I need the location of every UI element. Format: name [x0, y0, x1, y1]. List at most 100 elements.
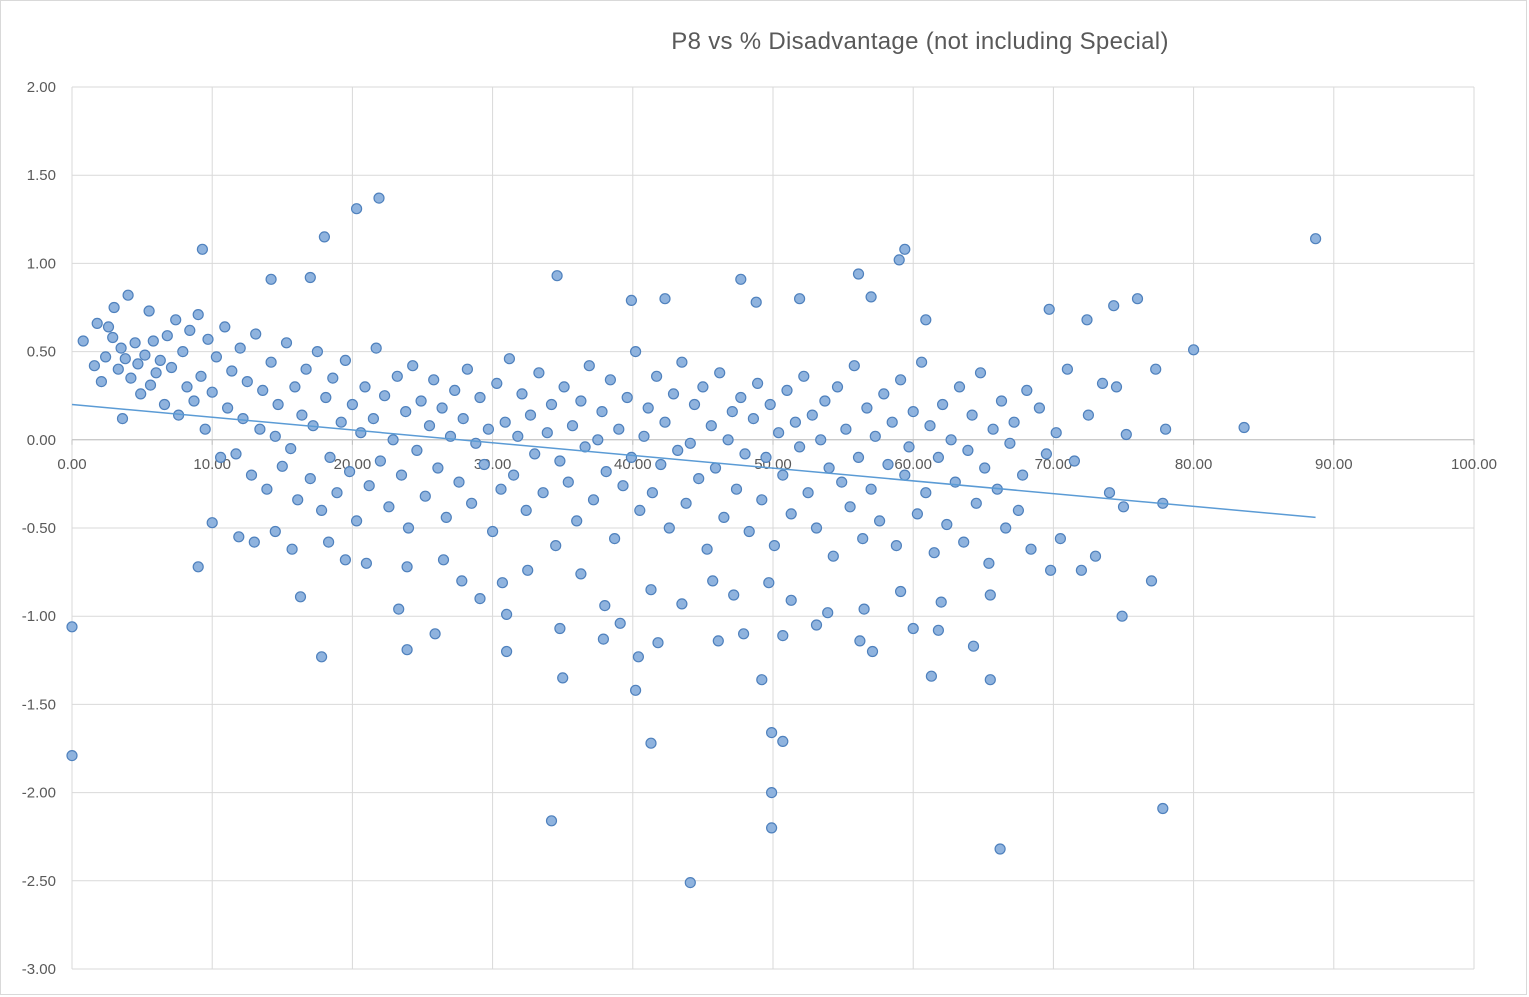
y-tick-label: -1.00 — [22, 608, 56, 625]
data-point — [886, 416, 898, 428]
data-point — [966, 409, 978, 421]
y-tick-label: -2.50 — [22, 873, 56, 890]
data-point — [785, 594, 797, 606]
data-point — [360, 557, 372, 569]
gridlines — [71, 86, 1475, 970]
data-point — [819, 395, 831, 407]
data-point — [219, 321, 231, 333]
data-point — [1309, 233, 1322, 245]
data-point — [652, 637, 664, 649]
data-point — [144, 379, 157, 391]
data-point — [429, 628, 441, 640]
x-tick-label: 40.00 — [614, 456, 652, 473]
data-point — [970, 497, 982, 509]
data-point — [248, 536, 260, 548]
data-point — [667, 388, 680, 400]
data-point — [77, 335, 89, 347]
x-tick-label: 60.00 — [894, 456, 932, 473]
data-point — [894, 585, 907, 598]
data-point — [632, 651, 645, 663]
data-point — [739, 448, 751, 460]
data-point — [241, 376, 253, 388]
data-point — [844, 501, 856, 513]
data-point — [158, 398, 171, 411]
data-point — [768, 539, 781, 552]
data-point — [693, 473, 705, 485]
data-point — [756, 674, 768, 686]
data-point — [272, 398, 284, 411]
data-point — [562, 476, 574, 488]
data-point — [882, 458, 894, 471]
data-point — [132, 358, 144, 370]
data-point — [915, 356, 928, 368]
data-point — [777, 469, 789, 481]
data-point — [257, 384, 269, 396]
data-point — [196, 243, 208, 255]
data-point — [206, 386, 218, 398]
x-tick-label: 80.00 — [1175, 456, 1213, 473]
data-point — [625, 451, 638, 463]
data-point — [192, 561, 204, 573]
data-point — [391, 370, 403, 382]
data-point — [920, 487, 932, 499]
y-tick-label: -1.50 — [22, 696, 56, 713]
data-point — [878, 388, 890, 400]
data-point — [935, 596, 947, 608]
data-point — [512, 430, 524, 442]
data-point — [161, 330, 173, 342]
data-point — [324, 451, 336, 463]
data-point — [387, 434, 399, 446]
data-point — [304, 271, 316, 284]
data-point — [401, 561, 413, 573]
data-point — [575, 395, 587, 407]
data-point — [866, 645, 879, 658]
data-point — [684, 437, 696, 449]
data-point — [1150, 363, 1162, 375]
data-point — [806, 409, 818, 421]
data-point — [765, 822, 778, 834]
data-point — [339, 354, 351, 366]
data-point — [763, 577, 775, 589]
data-point — [836, 476, 848, 488]
data-point — [718, 511, 730, 524]
data-point — [642, 402, 654, 414]
data-point — [893, 254, 905, 266]
data-point — [920, 314, 932, 326]
data-point — [230, 448, 242, 460]
data-point — [984, 674, 996, 686]
data-point — [907, 622, 919, 635]
data-point — [848, 360, 860, 372]
data-point — [292, 494, 304, 506]
data-point — [125, 372, 137, 384]
data-point — [188, 395, 200, 407]
data-point — [793, 293, 806, 305]
data-point — [554, 622, 566, 635]
data-point — [793, 441, 806, 453]
data-point — [419, 490, 431, 502]
data-point — [789, 416, 802, 428]
data-point — [184, 324, 196, 336]
data-point — [154, 354, 166, 366]
data-point — [614, 617, 626, 629]
data-point — [516, 388, 528, 400]
data-point — [932, 451, 945, 463]
data-point — [1082, 409, 1095, 421]
data-point — [987, 423, 999, 435]
data-point — [294, 591, 307, 603]
data-point — [554, 455, 566, 467]
data-point — [1040, 448, 1053, 460]
data-point — [351, 203, 363, 215]
data-point — [558, 381, 570, 393]
data-point — [714, 367, 726, 379]
data-point — [339, 554, 351, 566]
data-point — [474, 592, 486, 605]
data-point — [705, 420, 717, 432]
data-point — [936, 398, 949, 411]
data-point — [383, 501, 395, 513]
data-point — [550, 539, 562, 552]
data-point — [659, 293, 671, 305]
data-point — [688, 398, 701, 411]
data-point — [945, 434, 957, 446]
data-point — [1050, 427, 1062, 439]
